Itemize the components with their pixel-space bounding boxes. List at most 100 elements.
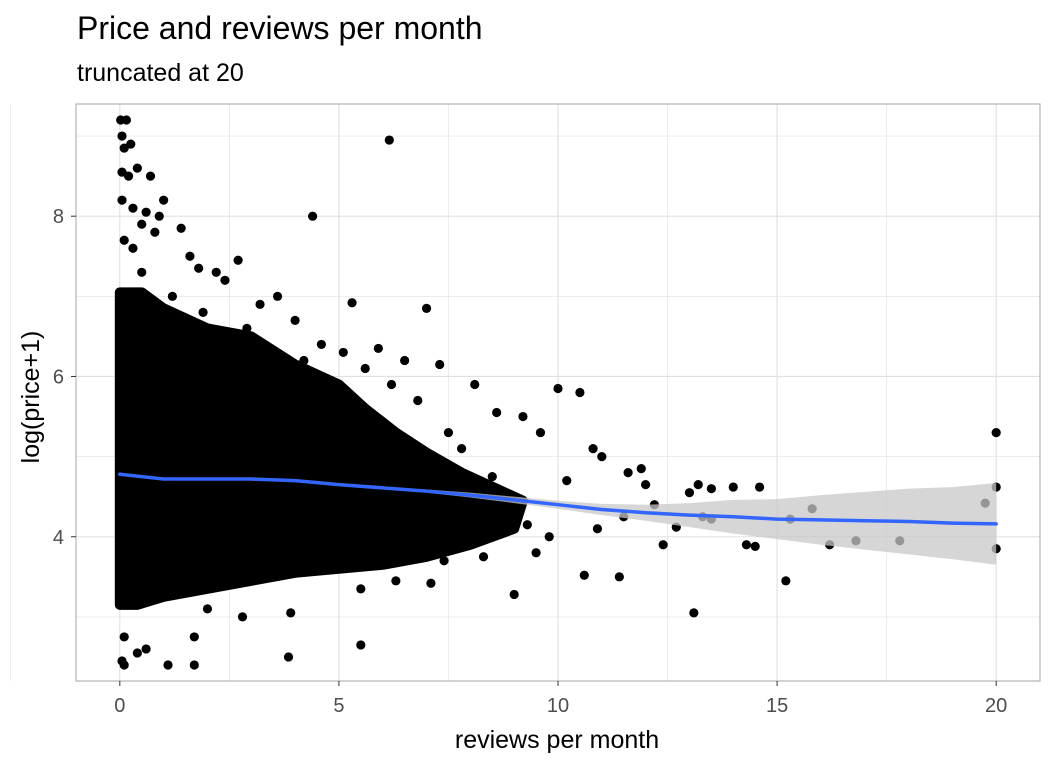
data-point — [128, 243, 138, 253]
data-point — [413, 395, 423, 406]
data-point — [421, 303, 432, 313]
data-point — [641, 480, 651, 490]
data-point — [575, 387, 585, 398]
data-point — [693, 480, 703, 490]
x-axis-label: reviews per month — [455, 726, 659, 754]
data-point — [509, 589, 519, 600]
data-point — [338, 347, 348, 358]
data-point — [286, 608, 296, 618]
data-point — [272, 291, 283, 301]
data-point — [167, 291, 177, 301]
data-point — [159, 195, 169, 205]
data-point — [119, 143, 129, 153]
data-point — [658, 540, 668, 550]
chart-subtitle: truncated at 20 — [77, 59, 244, 87]
data-point — [750, 541, 760, 551]
data-point — [614, 572, 624, 582]
dense-point-mass — [114, 287, 528, 610]
x-tick-label: 15 — [766, 695, 788, 717]
x-tick-label: 10 — [547, 695, 569, 717]
data-point — [132, 648, 142, 658]
data-point — [119, 235, 129, 245]
data-point — [137, 219, 147, 229]
data-point — [579, 570, 589, 580]
data-point — [356, 640, 366, 650]
y-tick-label: 4 — [53, 527, 64, 549]
data-point — [492, 407, 502, 418]
data-point — [290, 315, 300, 325]
data-point — [531, 548, 541, 558]
data-point — [211, 267, 221, 277]
data-point — [457, 443, 467, 454]
smooth-line-group — [118, 472, 998, 526]
data-point — [478, 552, 489, 562]
data-point — [754, 482, 765, 492]
data-point — [172, 588, 182, 598]
data-point — [255, 299, 265, 309]
data-point — [360, 363, 370, 374]
data-point — [553, 383, 563, 394]
data-point — [592, 524, 603, 534]
data-point — [636, 464, 646, 474]
data-point — [373, 343, 383, 354]
data-point — [119, 632, 129, 642]
data-point — [308, 211, 318, 221]
data-point — [386, 379, 397, 390]
data-point — [198, 307, 208, 317]
data-point — [443, 427, 454, 438]
data-point — [189, 632, 199, 642]
data-point — [384, 135, 394, 145]
data-point — [741, 540, 752, 550]
smooth-line — [118, 472, 998, 526]
data-point — [439, 556, 449, 566]
data-point — [189, 660, 199, 670]
data-point — [518, 411, 528, 422]
data-point — [233, 255, 243, 265]
data-point — [117, 131, 127, 141]
data-point — [299, 355, 309, 366]
data-point — [141, 644, 151, 654]
data-point — [544, 532, 554, 542]
data-point — [237, 612, 248, 622]
data-point — [128, 203, 138, 213]
data-point — [176, 223, 186, 233]
data-point — [470, 379, 480, 390]
y-tick-label: 8 — [53, 206, 64, 228]
data-point — [588, 443, 598, 454]
data-point — [435, 359, 445, 370]
data-point — [150, 227, 160, 237]
data-point — [150, 299, 160, 309]
data-point — [689, 608, 699, 618]
data-point — [119, 660, 129, 670]
data-point — [391, 576, 401, 586]
data-point — [347, 298, 357, 308]
data-point — [117, 167, 127, 177]
data-point — [163, 660, 173, 670]
y-tick-label: 6 — [53, 366, 64, 388]
data-point — [141, 207, 151, 217]
x-tick-label: 0 — [114, 695, 125, 717]
data-point — [137, 267, 147, 277]
data-point — [220, 275, 230, 285]
y-axis-label: log(price+1) — [17, 331, 45, 464]
data-point — [487, 472, 497, 482]
data-point — [426, 578, 436, 588]
data-point — [781, 576, 791, 586]
data-point — [562, 476, 572, 486]
data-point — [185, 251, 195, 261]
data-point — [356, 584, 366, 594]
data-point — [132, 163, 142, 173]
data-point — [202, 604, 213, 614]
data-point — [706, 484, 716, 494]
data-point — [623, 468, 633, 478]
data-point — [194, 263, 204, 273]
data-point — [121, 115, 131, 125]
y-axis-ticks: 4 6 8 — [53, 206, 76, 549]
data-point — [535, 427, 546, 438]
data-point — [117, 195, 127, 205]
data-point — [123, 171, 134, 181]
data-point — [242, 323, 252, 333]
chart-title: Price and reviews per month — [77, 10, 483, 46]
data-point — [728, 482, 738, 492]
